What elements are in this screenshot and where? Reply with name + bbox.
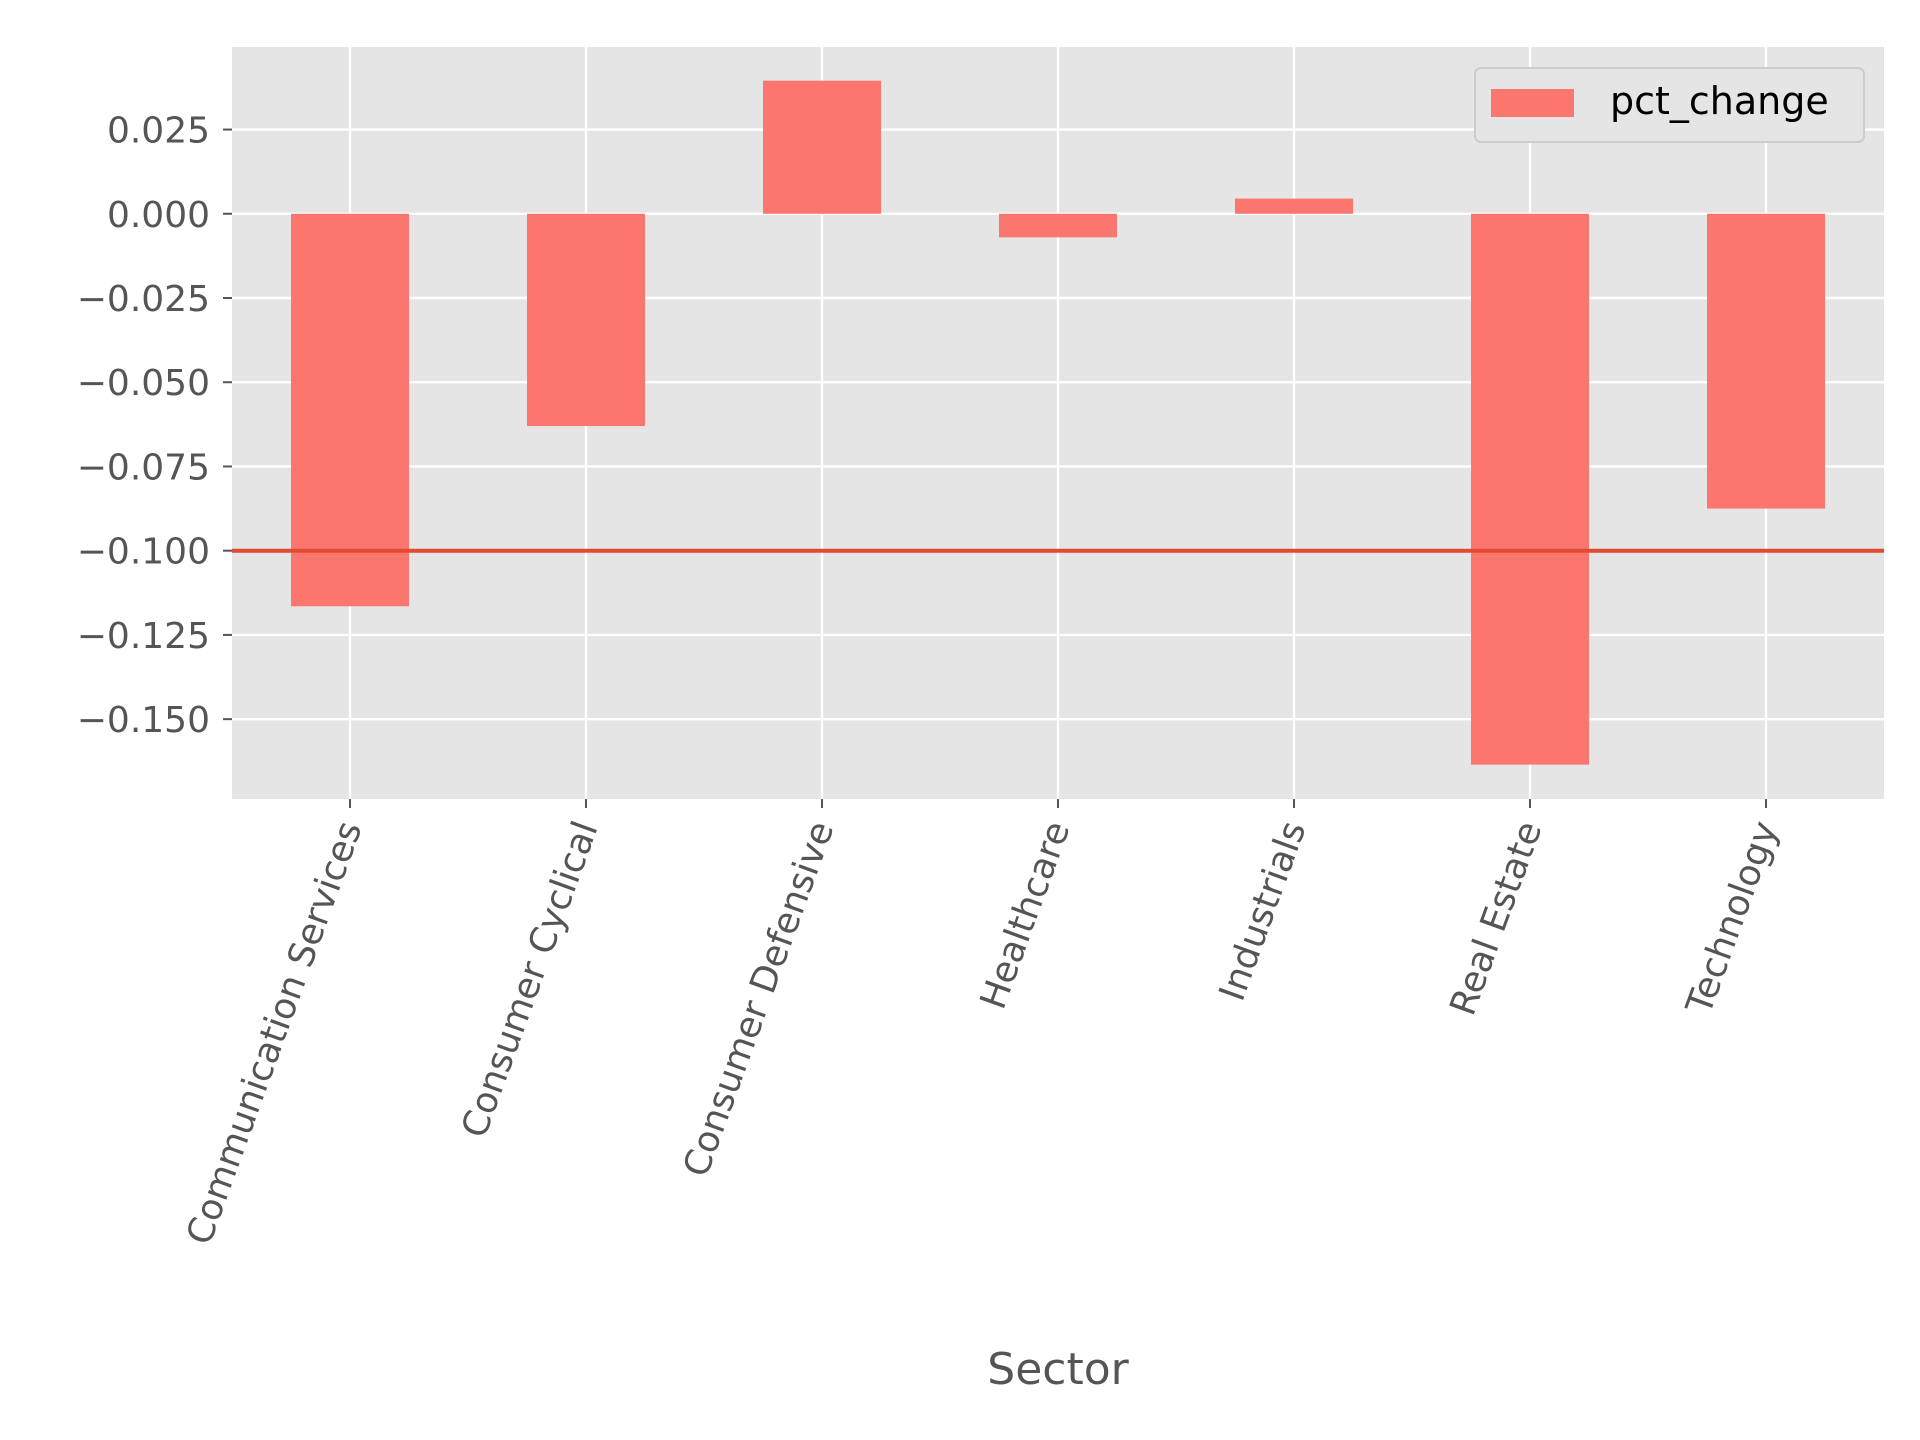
- y-tick-label: −0.050: [77, 363, 210, 404]
- x-tick-label: Healthcare: [973, 816, 1079, 1014]
- bar: [527, 213, 645, 427]
- bar: [1471, 213, 1589, 765]
- y-tick-label: 0.025: [107, 111, 210, 152]
- legend: pct_change: [1474, 67, 1865, 143]
- x-tick-label: Industrials: [1212, 816, 1315, 1006]
- bar: [291, 213, 409, 607]
- bar: [999, 213, 1117, 238]
- x-tick-label: Technology: [1679, 816, 1787, 1020]
- y-tick-label: −0.075: [77, 447, 210, 488]
- x-tick-label: Consumer Defensive: [676, 816, 843, 1182]
- y-tick-label: −0.025: [77, 279, 210, 320]
- bar: [1235, 198, 1353, 214]
- x-axis-title: Sector: [987, 1344, 1129, 1395]
- y-tick-label: −0.150: [77, 700, 210, 741]
- legend-label: pct_change: [1610, 79, 1829, 123]
- legend-box: [1474, 67, 1865, 143]
- x-tick-label: Real Estate: [1442, 816, 1550, 1021]
- bar: [763, 80, 881, 214]
- y-tick-label: −0.125: [77, 616, 210, 657]
- x-tick-label: Consumer Cyclical: [454, 816, 606, 1143]
- bars: [291, 80, 1825, 765]
- y-tick-label: 0.000: [107, 195, 210, 236]
- x-tick-label: Communication Services: [179, 816, 370, 1250]
- y-tick-label: −0.100: [77, 532, 210, 573]
- bar: [1707, 213, 1825, 509]
- legend-swatch: [1491, 89, 1574, 117]
